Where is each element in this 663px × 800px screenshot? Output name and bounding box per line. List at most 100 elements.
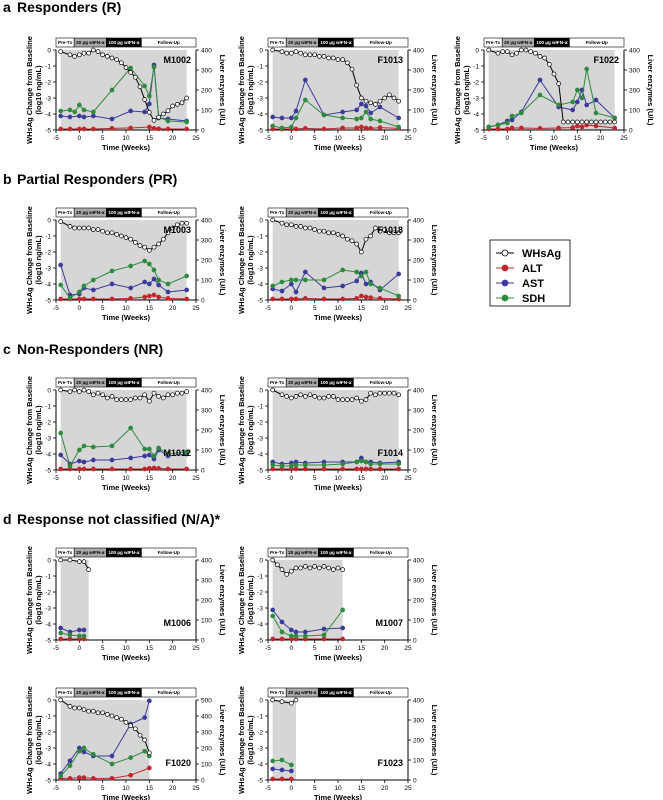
sdh-point — [76, 102, 82, 108]
y-tick-label: -3 — [45, 605, 51, 612]
alt-point — [109, 126, 115, 131]
whsag-point — [114, 715, 120, 720]
panel-F1013: Pre-Tx 20 µg wIFN-α 100 µg wIFN-α Follow-Up… — [237, 36, 439, 152]
y2-tick-label: 400 — [413, 557, 424, 564]
y2-axis-title: Liver enzymes (U/L) — [646, 55, 655, 126]
ast-point — [270, 114, 276, 120]
sdh-point — [377, 285, 383, 291]
sdh-point — [377, 461, 383, 467]
sdh-point — [288, 463, 294, 469]
whsag-point — [90, 708, 96, 714]
ast-point — [570, 107, 576, 113]
sdh-point — [302, 277, 308, 283]
x-tick-label: 20 — [169, 475, 177, 482]
whsag-point — [174, 222, 180, 228]
y2-axis-title: Liver enzymes (U/L) — [218, 225, 227, 296]
alt-point — [81, 126, 87, 132]
sdh-point — [537, 92, 543, 98]
x-tick-label: 15 — [146, 135, 154, 142]
phase-label: 100 µg wIFN-α — [108, 210, 139, 215]
y2-tick-label: 300 — [201, 67, 212, 74]
sdh-point — [90, 277, 96, 283]
animal-id: M1007 — [375, 618, 403, 628]
panel-F1014: Pre-Tx 20 µg wIFN-α 100 µg wIFN-α Follow-Up… — [237, 376, 439, 492]
whsag-point — [288, 395, 294, 401]
x-axis-title: Time (Weeks) — [314, 143, 363, 152]
whsag-point — [165, 230, 171, 236]
sdh-point — [58, 773, 64, 779]
whsag-point — [128, 397, 134, 402]
ast-point — [128, 285, 134, 291]
whsag-point — [354, 241, 360, 247]
phase-bar: Pre-Tx 20 µg wIFN-α 100 µg wIFN-α Follow-Up — [55, 547, 197, 558]
whsag-point — [307, 565, 313, 571]
x-tick-label: -5 — [265, 135, 271, 142]
y-tick-label: -5 — [45, 467, 51, 474]
y-tick-label: -2 — [473, 79, 479, 86]
whsag-point — [114, 57, 120, 62]
x-tick-label: 10 — [334, 785, 342, 792]
whsag-point — [142, 392, 148, 398]
phase-label: Follow-Up — [370, 40, 392, 45]
x-tick-label: 15 — [146, 785, 154, 792]
x-tick-label: 15 — [146, 305, 154, 312]
y2-tick-label: 300 — [413, 577, 424, 584]
phase-label: Follow-Up — [370, 210, 392, 215]
y2-axis-title: Liver enzymes (U/L) — [430, 55, 439, 126]
series-alt — [58, 124, 190, 132]
sdh-point — [293, 277, 299, 283]
x-axis-title: Time (Weeks) — [314, 313, 363, 322]
phase-label: 100 µg wIFN-α — [320, 380, 351, 385]
ast-point — [109, 281, 115, 287]
phase-bar: Pre-Tx 20 µg wIFN-α 100 µg wIFN-α Follow-Up — [267, 687, 409, 698]
alt-point — [90, 466, 96, 472]
animal-id: F1013 — [377, 55, 403, 65]
ast-point — [574, 99, 580, 105]
y-tick-label: -1 — [257, 233, 263, 240]
alt-point — [593, 123, 599, 129]
x-tick-label: 15 — [358, 305, 366, 312]
series-whsag — [270, 217, 402, 255]
y-tick-label: -3 — [45, 265, 51, 272]
whsag-point — [151, 244, 157, 250]
alt-point — [504, 126, 510, 132]
ast-point — [363, 103, 369, 109]
alt-point — [302, 296, 308, 301]
section-d-heading: d Response not classified (N/A)* — [3, 511, 221, 527]
ast-point — [76, 458, 82, 464]
whsag-point — [358, 398, 364, 404]
sdh-point — [270, 462, 276, 468]
whsag-point — [293, 697, 299, 703]
alt-point — [165, 296, 171, 301]
whsag-point — [293, 49, 299, 54]
whsag-point — [486, 47, 492, 53]
whsag-point — [142, 244, 148, 250]
alt-point — [579, 124, 585, 130]
whsag-point — [288, 700, 294, 706]
y-tick-label: 0 — [475, 47, 479, 54]
x-tick-label: 10 — [122, 785, 130, 792]
whsag-point — [132, 240, 138, 245]
animal-id: M1003 — [163, 225, 191, 235]
ast-point — [593, 97, 599, 103]
whsag-point — [179, 100, 185, 106]
sdh-point — [67, 107, 73, 113]
whsag-point — [86, 389, 92, 394]
whsag-point — [560, 119, 566, 125]
section-title: Response not classified (N/A)* — [17, 511, 221, 527]
whsag-point — [565, 119, 571, 125]
whsag-point — [344, 397, 350, 402]
whsag-point — [170, 392, 176, 398]
sdh-point — [584, 66, 590, 72]
whsag-point — [184, 389, 190, 394]
phase-label: 20 µg wIFN-α — [288, 690, 317, 695]
whsag-point — [270, 697, 276, 703]
sdh-point — [495, 122, 501, 128]
sdh-point — [279, 757, 285, 763]
x-tick-label: 20 — [169, 305, 177, 312]
whsag-point — [344, 236, 350, 242]
whsag-point — [67, 389, 73, 394]
whsag-point — [109, 55, 115, 61]
y2-tick-label: 200 — [201, 427, 212, 434]
whsag-point — [382, 95, 388, 101]
